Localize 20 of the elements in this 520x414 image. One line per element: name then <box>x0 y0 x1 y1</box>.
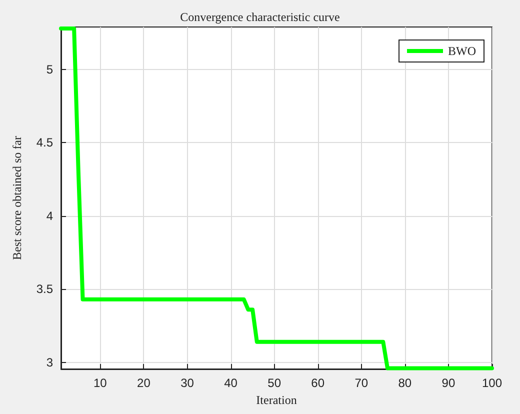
line-series <box>59 26 494 370</box>
y-tick-label: 3 <box>46 355 54 370</box>
y-tick-label: 3.5 <box>36 282 54 296</box>
x-tick-label: 20 <box>137 376 151 390</box>
y-tick-label: 4.5 <box>36 136 54 150</box>
x-tick-label: 70 <box>354 376 368 390</box>
x-tick-label: 60 <box>311 376 325 390</box>
legend-label: BWO <box>448 44 476 58</box>
y-tick-label: 4 <box>46 208 54 223</box>
x-axis-title: Iteration <box>256 392 297 407</box>
y-tick-label: 5 <box>46 62 54 76</box>
x-tick-label: 30 <box>180 376 194 390</box>
x-tick-label: 10 <box>94 376 108 390</box>
x-tick-label: 40 <box>224 376 238 390</box>
x-tick-label: 100 <box>482 376 502 390</box>
x-tick-label: 50 <box>268 376 282 390</box>
y-axis-title: Best score obtained so far <box>10 136 24 260</box>
x-tick-label: 90 <box>442 376 456 390</box>
chart-title: Convergence characteristic curve <box>180 10 340 24</box>
x-tick-label: 80 <box>398 376 412 390</box>
